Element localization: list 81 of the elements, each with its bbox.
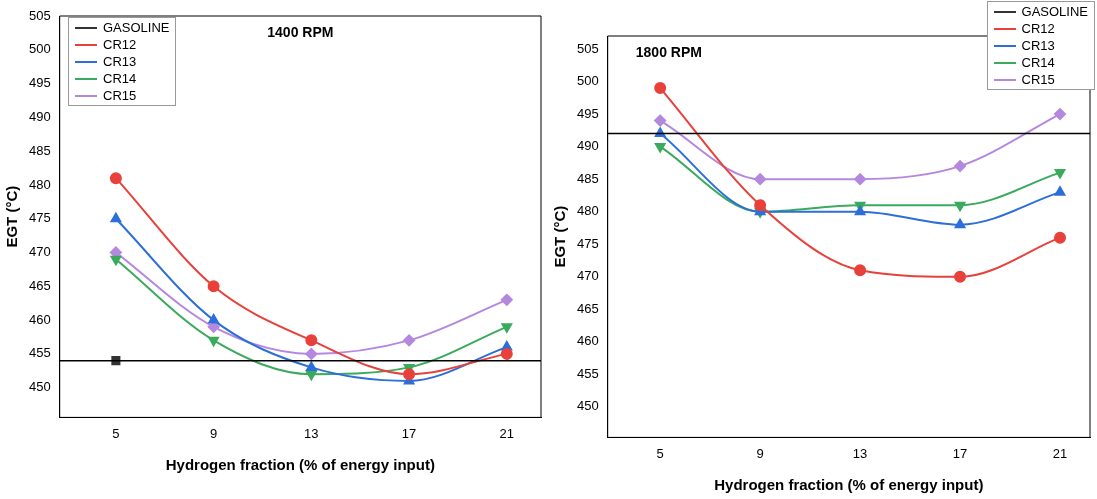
point bbox=[109, 172, 122, 185]
point bbox=[110, 212, 122, 223]
point bbox=[110, 255, 122, 266]
y-tick-label: 485 bbox=[576, 170, 599, 186]
y-tick-label: 495 bbox=[576, 105, 599, 121]
point bbox=[954, 160, 967, 173]
x-tick-label: 21 bbox=[1052, 445, 1068, 461]
point bbox=[654, 114, 667, 127]
point bbox=[208, 314, 219, 324]
y-tick-label: 475 bbox=[576, 235, 599, 251]
x-tick-label: 5 bbox=[656, 445, 664, 461]
point bbox=[500, 293, 513, 306]
x-tick-label: 9 bbox=[756, 445, 764, 461]
y-tick-label: 460 bbox=[28, 311, 51, 327]
y-axis-title: EGT (°C) bbox=[551, 205, 569, 268]
y-axis-title: EGT (°C) bbox=[3, 185, 21, 248]
point bbox=[754, 199, 767, 212]
x-axis-title: Hydrogen fraction (% of energy input) bbox=[714, 476, 984, 494]
y-tick-label: 450 bbox=[576, 398, 599, 414]
point bbox=[754, 173, 767, 186]
legend-label: GASOLINE bbox=[103, 20, 170, 35]
point bbox=[954, 270, 967, 283]
y-tick-label: 485 bbox=[28, 142, 51, 158]
point bbox=[207, 280, 220, 293]
point bbox=[208, 336, 219, 347]
legend-label: GASOLINE bbox=[1021, 4, 1088, 19]
legend-label: CR12 bbox=[1021, 21, 1055, 36]
y-tick-label: 490 bbox=[576, 138, 599, 154]
legend-label: CR15 bbox=[103, 88, 137, 103]
y-tick-label: 500 bbox=[28, 41, 51, 57]
y-tick-label: 465 bbox=[576, 300, 599, 316]
x-axis-title: Hydrogen fraction (% of energy input) bbox=[165, 456, 435, 474]
y-tick-label: 475 bbox=[28, 210, 51, 226]
legend-label: CR13 bbox=[1021, 38, 1055, 53]
point bbox=[854, 205, 866, 216]
y-tick-label: 460 bbox=[576, 333, 599, 349]
point bbox=[1054, 108, 1067, 121]
x-tick-label: 13 bbox=[304, 425, 319, 441]
x-tick-label: 9 bbox=[209, 425, 218, 441]
y-tick-label: 505 bbox=[576, 40, 599, 56]
y-tick-label: 465 bbox=[28, 277, 51, 293]
y-tick-label: 480 bbox=[28, 176, 51, 192]
legend-label: CR12 bbox=[103, 37, 137, 52]
y-tick-label: 495 bbox=[28, 75, 51, 91]
text: 1400 RPM bbox=[267, 23, 334, 40]
point bbox=[305, 334, 318, 347]
point bbox=[954, 218, 966, 229]
y-tick-label: 455 bbox=[576, 365, 599, 381]
x-tick-label: 5 bbox=[112, 425, 120, 441]
y-tick-label: 480 bbox=[576, 203, 599, 219]
y-tick-label: 470 bbox=[576, 268, 599, 284]
x-tick-label: 21 bbox=[499, 425, 515, 441]
x-tick-label: 17 bbox=[401, 425, 417, 441]
point bbox=[1054, 231, 1067, 244]
x-tick-label: 13 bbox=[852, 445, 868, 461]
text: 1800 RPM bbox=[635, 43, 702, 60]
y-tick-label: 490 bbox=[28, 108, 51, 124]
point bbox=[403, 368, 416, 381]
x-tick-label: 17 bbox=[952, 445, 968, 461]
legend-label: CR15 bbox=[1021, 72, 1055, 87]
point bbox=[305, 347, 318, 360]
legend-label: CR13 bbox=[103, 54, 137, 69]
point bbox=[403, 334, 416, 347]
point bbox=[654, 143, 666, 153]
y-tick-label: 455 bbox=[28, 345, 51, 361]
legend-label: CR14 bbox=[1021, 55, 1055, 70]
point bbox=[854, 264, 867, 277]
point bbox=[306, 370, 317, 381]
point bbox=[500, 347, 513, 360]
y-tick-label: 450 bbox=[28, 379, 51, 395]
point bbox=[654, 82, 667, 95]
point bbox=[1054, 169, 1066, 179]
y-tick-label: 500 bbox=[576, 73, 599, 89]
point bbox=[954, 201, 966, 212]
point bbox=[501, 323, 513, 333]
legend-label: CR14 bbox=[103, 71, 137, 86]
point bbox=[1054, 186, 1066, 196]
point bbox=[306, 361, 317, 371]
y-tick-label: 505 bbox=[28, 7, 51, 23]
point bbox=[854, 173, 867, 186]
y-tick-label: 470 bbox=[28, 244, 51, 260]
